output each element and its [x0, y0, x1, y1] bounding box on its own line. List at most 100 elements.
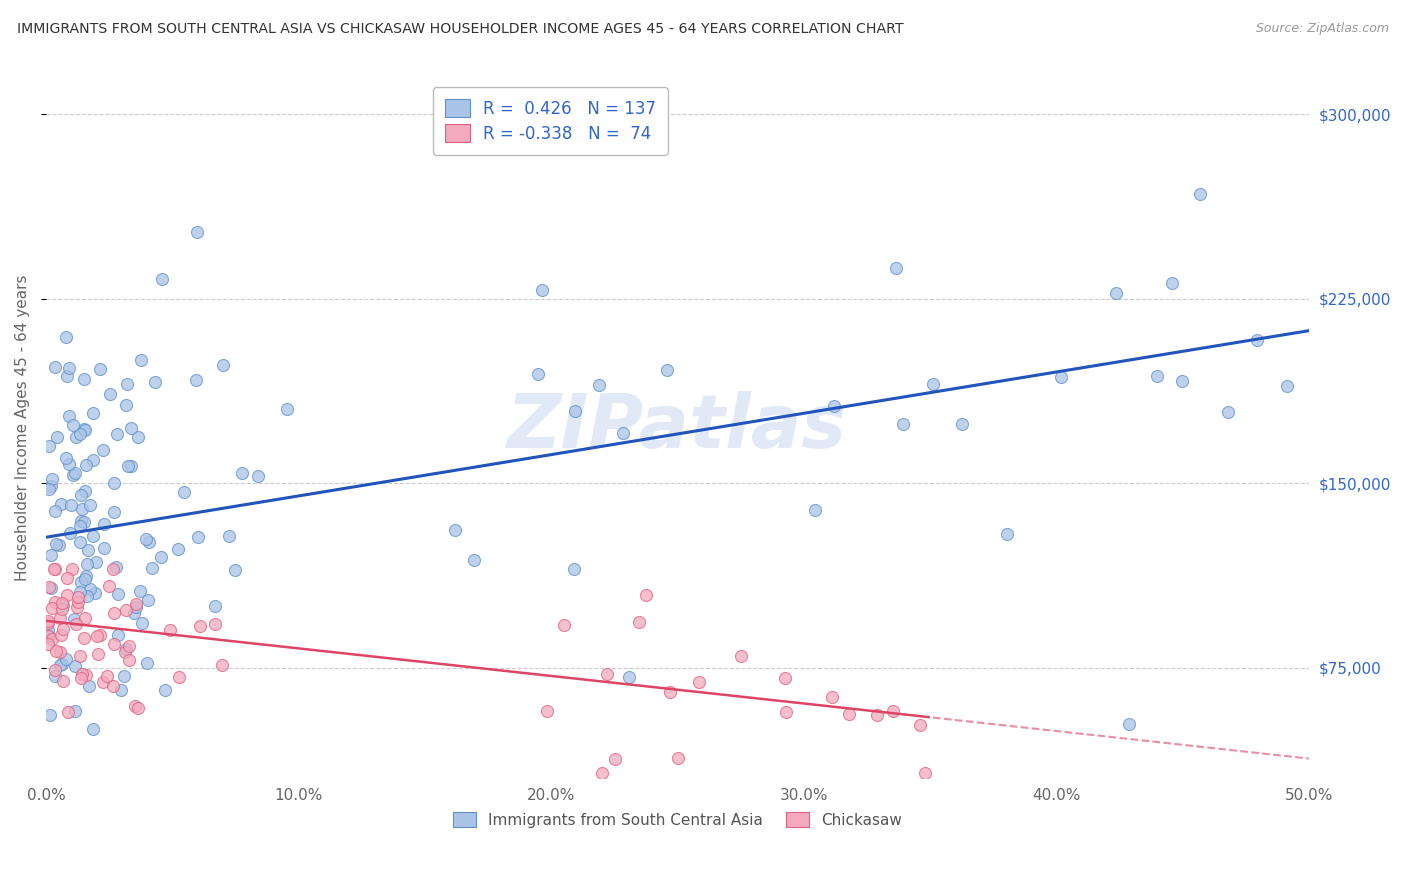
- Point: [591, 766, 613, 780]
- Point: [82, 722, 104, 736]
- Point: [37, 637, 59, 651]
- Point: [188, 619, 211, 633]
- Point: [75, 572, 97, 586]
- Point: [922, 376, 945, 391]
- Point: [117, 459, 139, 474]
- Point: [39, 581, 62, 595]
- Point: [110, 683, 132, 698]
- Point: [58, 457, 80, 471]
- Point: [204, 599, 226, 614]
- Point: [105, 427, 128, 442]
- Point: [56, 571, 79, 585]
- Point: [89, 628, 111, 642]
- Point: [38, 439, 60, 453]
- Point: [69, 585, 91, 599]
- Point: [37, 630, 59, 644]
- Point: [246, 469, 269, 483]
- Point: [49, 497, 72, 511]
- Point: [97, 579, 120, 593]
- Point: [1146, 368, 1168, 383]
- Point: [127, 430, 149, 444]
- Point: [38, 482, 60, 496]
- Point: [224, 563, 246, 577]
- Point: [56, 588, 79, 602]
- Point: [138, 535, 160, 549]
- Point: [65, 430, 87, 444]
- Point: [135, 532, 157, 546]
- Point: [75, 458, 97, 472]
- Point: [52, 623, 75, 637]
- Point: [77, 542, 100, 557]
- Point: [44, 595, 66, 609]
- Point: [821, 690, 844, 705]
- Point: [910, 718, 932, 732]
- Point: [173, 484, 195, 499]
- Point: [84, 555, 107, 569]
- Point: [39, 479, 62, 493]
- Point: [530, 283, 553, 297]
- Point: [59, 499, 82, 513]
- Point: [276, 401, 298, 416]
- Point: [562, 561, 585, 575]
- Point: [1161, 276, 1184, 290]
- Point: [730, 648, 752, 663]
- Point: [45, 537, 67, 551]
- Point: [603, 752, 626, 766]
- Point: [55, 451, 77, 466]
- Point: [98, 386, 121, 401]
- Point: [463, 553, 485, 567]
- Point: [103, 476, 125, 491]
- Point: [76, 558, 98, 572]
- Point: [56, 368, 79, 383]
- Point: [211, 657, 233, 672]
- Point: [884, 260, 907, 275]
- Point: [48, 538, 70, 552]
- Point: [114, 398, 136, 412]
- Point: [997, 527, 1019, 541]
- Point: [914, 766, 936, 780]
- Point: [62, 468, 84, 483]
- Point: [69, 426, 91, 441]
- Point: [51, 602, 73, 616]
- Point: [218, 529, 240, 543]
- Point: [204, 616, 226, 631]
- Point: [41, 601, 63, 615]
- Point: [67, 590, 90, 604]
- Point: [118, 653, 141, 667]
- Point: [79, 499, 101, 513]
- Point: [166, 542, 188, 557]
- Point: [73, 421, 96, 435]
- Point: [143, 375, 166, 389]
- Point: [75, 569, 97, 583]
- Point: [103, 505, 125, 519]
- Point: [1049, 370, 1071, 384]
- Point: [39, 708, 62, 723]
- Point: [83, 585, 105, 599]
- Point: [129, 583, 152, 598]
- Point: [658, 685, 681, 699]
- Point: [63, 466, 86, 480]
- Point: [114, 602, 136, 616]
- Point: [41, 632, 63, 647]
- Point: [55, 652, 77, 666]
- Point: [65, 659, 87, 673]
- Point: [82, 529, 104, 543]
- Point: [49, 628, 72, 642]
- Point: [1246, 334, 1268, 348]
- Point: [91, 442, 114, 457]
- Point: [66, 599, 89, 614]
- Point: [76, 589, 98, 603]
- Point: [59, 526, 82, 541]
- Point: [553, 618, 575, 632]
- Point: [823, 400, 845, 414]
- Point: [69, 671, 91, 685]
- Point: [72, 631, 94, 645]
- Point: [72, 667, 94, 681]
- Point: [657, 362, 679, 376]
- Point: [69, 575, 91, 590]
- Point: [153, 682, 176, 697]
- Point: [122, 607, 145, 621]
- Point: [612, 426, 634, 441]
- Point: [882, 704, 904, 718]
- Point: [536, 704, 558, 718]
